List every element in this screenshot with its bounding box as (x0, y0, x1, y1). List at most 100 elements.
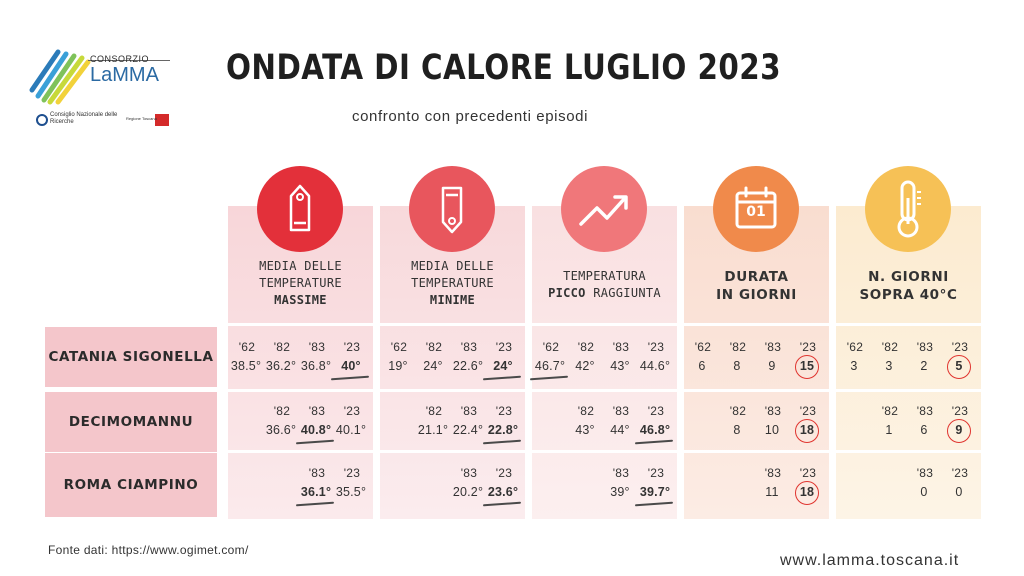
value-cell: 40° (341, 359, 361, 373)
value-cell: 22.4° (452, 423, 484, 437)
year-label: '83 (612, 404, 630, 418)
row-label-roma: ROMA CIAMPINO (45, 453, 217, 517)
value-cell: 23.6° (487, 485, 519, 499)
column-header-line: MEDIA DELLE (411, 259, 494, 273)
year-label: '23 (495, 466, 513, 480)
column-header-line: TEMPERATURA (563, 269, 646, 283)
row-label-decimomannu: DECIMOMANNU (45, 392, 217, 452)
column-header-line: IN GIORNI (716, 287, 797, 303)
icon-circle-giorni (865, 166, 951, 252)
row-divider (228, 389, 981, 392)
row-label-catania: CATANIA SIGONELLA (45, 327, 217, 387)
value-cell: 20.2° (452, 485, 484, 499)
column-header-line: MEDIA DELLE (259, 259, 342, 273)
value-cell: 36.1° (300, 485, 332, 499)
column-header-picco: TEMPERATURA PICCO RAGGIUNTA (532, 268, 677, 302)
value-cell: 35.5° (335, 485, 367, 499)
year-label: '82 (425, 404, 443, 418)
value-cell: 0 (955, 485, 963, 499)
column-header-massime: MEDIA DELLE TEMPERATURE MASSIME (228, 258, 373, 309)
logo-regione-text: Regione Toscana (126, 116, 157, 121)
year-label: '23 (951, 340, 969, 354)
year-label: '23 (495, 340, 513, 354)
row-divider (228, 323, 981, 326)
logo-cnr-text: Consiglio Nazionale delle Ricerche (50, 112, 118, 125)
value-cell: 43° (610, 359, 630, 373)
value-cell: 6 (920, 423, 928, 437)
highlight-circle (795, 481, 819, 505)
value-cell: 8 (733, 423, 741, 437)
value-cell: 39.7° (639, 485, 671, 499)
column-background-picco (532, 206, 677, 519)
year-label: '83 (460, 404, 478, 418)
year-label: '82 (425, 340, 443, 354)
year-label: '83 (612, 466, 630, 480)
data-source-note: Fonte dati: https://www.ogimet.com/ (48, 543, 249, 557)
year-label: '83 (460, 466, 478, 480)
year-label: '62 (542, 340, 560, 354)
column-background-massime (228, 206, 373, 519)
value-cell: 10 (764, 423, 780, 437)
value-cell: 22.6° (452, 359, 484, 373)
value-cell: 11 (765, 485, 779, 499)
icon-circle-minime (409, 166, 495, 252)
logo-consorzio-text: CONSORZIO (90, 54, 150, 64)
highlight-circle (795, 355, 819, 379)
column-background-minime (380, 206, 525, 519)
value-cell: 36.2° (265, 359, 297, 373)
column-header-line: TEMPERATURE (411, 276, 494, 290)
value-cell: 46.7° (534, 359, 566, 373)
lamma-logo-icon (29, 49, 170, 126)
year-label: '83 (916, 340, 934, 354)
column-header-line: PICCO RAGGIUNTA (532, 285, 677, 302)
calendar-icon (735, 186, 777, 229)
value-cell: 43° (575, 423, 595, 437)
value-cell: 36.6° (265, 423, 297, 437)
value-cell: 22.8° (487, 423, 519, 437)
trend-up-icon (579, 195, 628, 226)
year-label: '62 (846, 340, 864, 354)
year-label: '62 (694, 340, 712, 354)
value-cell: 40.1° (335, 423, 367, 437)
year-label: '62 (390, 340, 408, 354)
year-label: '82 (729, 404, 747, 418)
website-url: www.lamma.toscana.it (780, 552, 960, 569)
value-cell: 36.8° (300, 359, 332, 373)
year-label: '23 (495, 404, 513, 418)
year-label: '23 (647, 404, 665, 418)
page-subtitle: confronto con precedenti episodi (352, 108, 589, 125)
value-cell: 0 (920, 485, 928, 499)
logo-lamma-text: LaMMA (90, 64, 159, 86)
tag-icon (289, 184, 311, 232)
year-label: '82 (577, 340, 595, 354)
icon-circle-picco (561, 166, 647, 252)
year-label: '83 (612, 340, 630, 354)
column-header-giorni: N. GIORNI SOPRA 40°C (836, 268, 981, 304)
value-cell: 3 (850, 359, 858, 373)
column-header-line: DURATA (724, 269, 789, 285)
year-label: '62 (238, 340, 256, 354)
year-label: '23 (343, 404, 361, 418)
value-cell: 44.6° (639, 359, 671, 373)
year-label: '82 (881, 340, 899, 354)
year-label: '23 (799, 340, 817, 354)
value-cell: 9 (768, 359, 776, 373)
year-label: '23 (951, 466, 969, 480)
value-cell: 1 (885, 423, 893, 437)
column-header-line: N. GIORNI (868, 269, 949, 285)
row-divider (228, 450, 981, 453)
year-label: '83 (764, 340, 782, 354)
tag-icon (441, 186, 463, 234)
year-label: '23 (647, 340, 665, 354)
column-header-rest: RAGGIUNTA (585, 286, 661, 300)
year-label: '82 (577, 404, 595, 418)
value-cell: 24° (493, 359, 513, 373)
value-cell: 40.8° (300, 423, 332, 437)
icon-circle-massime (257, 166, 343, 252)
highlight-circle (795, 419, 819, 443)
column-header-line: MINIME (429, 293, 476, 307)
column-header-bold: PICCO (548, 286, 586, 300)
value-cell: 19° (388, 359, 408, 373)
year-label: '83 (916, 404, 934, 418)
icon-circle-durata: 01 (713, 166, 799, 252)
